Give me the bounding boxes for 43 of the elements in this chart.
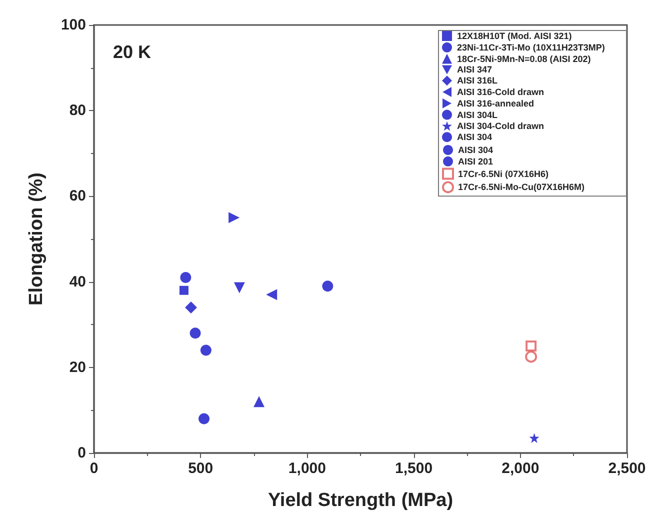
legend-label: 12X18H10T (Mod. AISI 321): [457, 31, 572, 41]
y-axis-title: Elongation (%): [26, 172, 47, 306]
point: [525, 350, 538, 363]
x-tick-label: 2,000: [502, 460, 540, 477]
legend-label: AISI 304L: [457, 110, 498, 120]
x-axis-title: Yield Strength (MPa): [268, 490, 454, 511]
point: [198, 413, 210, 424]
y-tick-label: 20: [69, 358, 86, 376]
point: [200, 344, 212, 356]
legend-label: 17Cr-6.5Ni-Mo-Cu(07X16H6M): [458, 182, 585, 192]
point: [228, 212, 240, 224]
legend-label: AISI 347: [457, 64, 492, 75]
y-tick-label: 40: [69, 273, 86, 290]
y-tick-label: 60: [69, 188, 86, 205]
legend-label: AISI 316-annealed: [457, 98, 534, 108]
point: [234, 282, 245, 294]
legend-label: AISI 304-Cold drawn: [457, 120, 544, 131]
point: [180, 272, 192, 284]
y-tick-label: 100: [60, 16, 86, 34]
legend-label: AISI 304: [458, 145, 494, 155]
x-tick-label: 1,500: [395, 460, 433, 477]
point: [179, 286, 188, 295]
point: [254, 396, 265, 408]
x-tick-label: 0: [90, 460, 98, 477]
point: [322, 280, 334, 292]
point: [190, 328, 201, 339]
point: [266, 289, 278, 300]
y-tick-label: 80: [69, 102, 86, 120]
point: [529, 433, 540, 444]
legend-label: AISI 316-Cold drawn: [457, 87, 544, 97]
point: [185, 301, 198, 314]
legend-label: 23Ni-11Cr-3Ti-Mo (10X11H23T3MP): [457, 42, 605, 52]
legend-label: AISI 316L: [457, 76, 498, 86]
x-tick-label: 2,500: [608, 460, 646, 477]
legend-label: AISI 304: [457, 132, 492, 142]
legend-label: AISI 201: [458, 156, 494, 166]
x-tick-label: 500: [188, 460, 214, 477]
y-tick-label: 0: [78, 444, 86, 462]
annotation: 20 K: [113, 42, 152, 62]
point: [526, 340, 537, 352]
legend-label: 18Cr-5Ni-9Mn-N=0.08 (AISI 202): [457, 54, 591, 64]
legend-label: 17Cr-6.5Ni (07X16H6): [458, 168, 549, 179]
x-tick-label: 1,000: [288, 460, 326, 477]
